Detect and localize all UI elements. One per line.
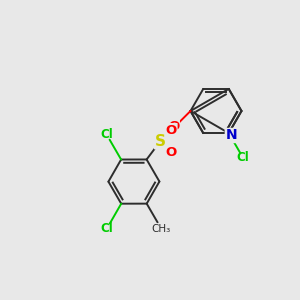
- Text: O: O: [168, 120, 179, 133]
- Text: Cl: Cl: [100, 128, 113, 141]
- Text: O: O: [166, 124, 177, 136]
- Text: CH₃: CH₃: [152, 224, 171, 234]
- Text: N: N: [225, 128, 237, 142]
- Text: S: S: [155, 134, 166, 148]
- Text: Cl: Cl: [236, 151, 249, 164]
- Text: Cl: Cl: [100, 222, 113, 235]
- Text: O: O: [166, 146, 177, 159]
